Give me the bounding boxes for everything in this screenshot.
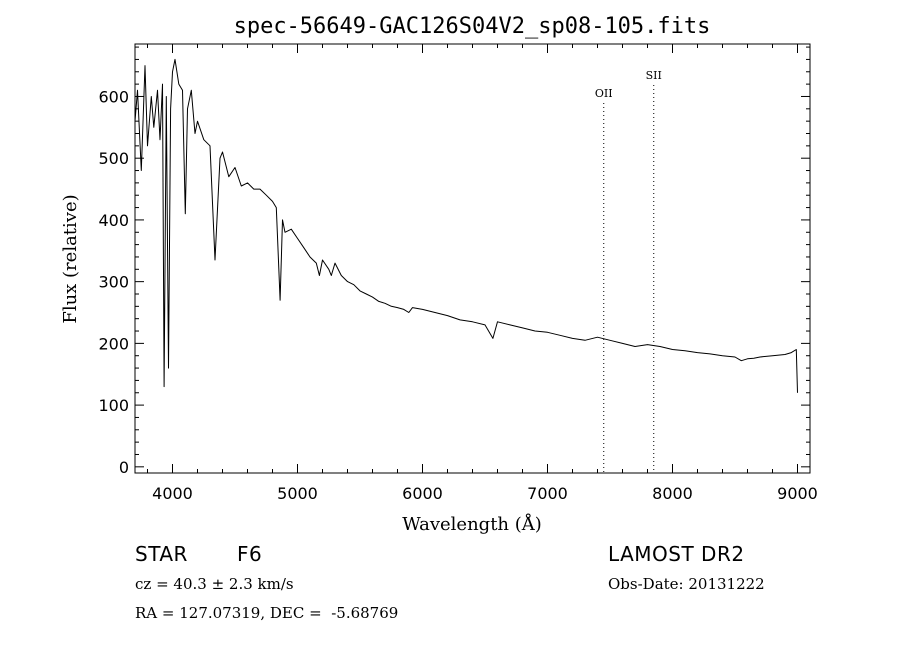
redshift-label: cz = 40.3 ± 2.3 km/s <box>135 575 294 593</box>
spectrum-line <box>134 58 798 393</box>
y-tick-label: 500 <box>98 149 129 168</box>
plot-frame <box>134 43 811 474</box>
y-tick-label: 400 <box>98 211 129 230</box>
x-tick-label: 8000 <box>652 484 693 503</box>
subclass-label: F6 <box>237 542 263 566</box>
y-tick-label: 600 <box>98 87 129 106</box>
y-tick-label: 200 <box>98 334 129 353</box>
survey-label: LAMOST DR2 <box>608 542 745 566</box>
y-axis-label: Flux (relative) <box>60 194 81 323</box>
x-tick-label: 4000 <box>152 484 193 503</box>
line-marker-label: SII <box>646 69 662 82</box>
x-tick-label: 9000 <box>777 484 818 503</box>
object-type-label: STAR <box>135 542 188 566</box>
coordinates-label: RA = 127.07319, DEC = -5.68769 <box>135 604 399 622</box>
chart-title: spec-56649-GAC126S04V2_sp08-105.fits <box>234 14 711 39</box>
y-tick-label: 100 <box>98 396 129 415</box>
y-tick-label: 300 <box>98 273 129 292</box>
x-tick-label: 7000 <box>527 484 568 503</box>
x-axis-label: Wavelength (Å) <box>402 513 542 535</box>
line-marker-label: OII <box>595 87 613 100</box>
x-tick-label: 6000 <box>402 484 443 503</box>
obs-date-label: Obs-Date: 20131222 <box>608 575 765 593</box>
x-tick-label: 5000 <box>277 484 318 503</box>
y-tick-label: 0 <box>119 458 129 477</box>
